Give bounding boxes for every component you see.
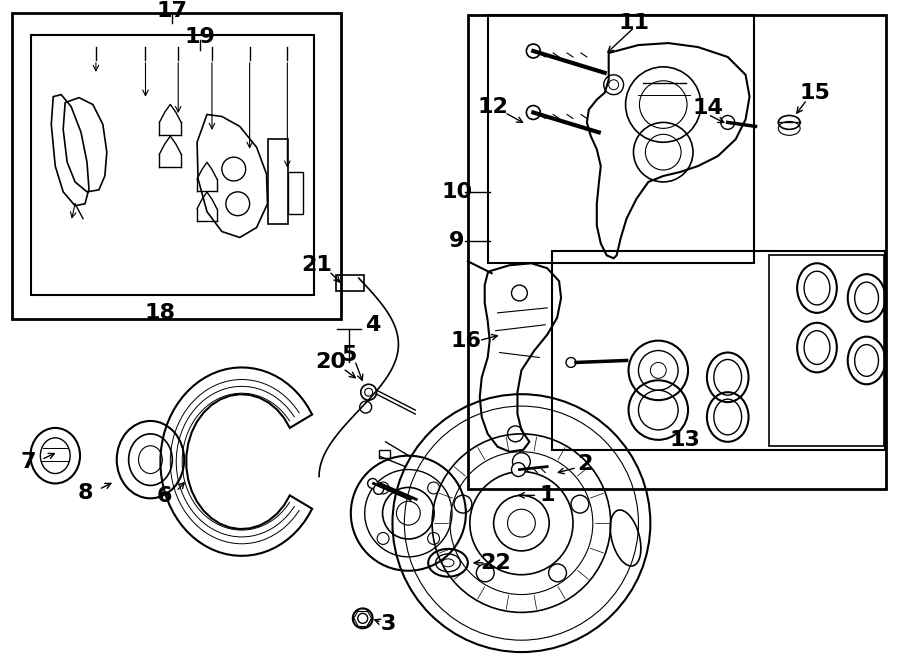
Text: 13: 13	[670, 430, 700, 450]
Text: 5: 5	[341, 344, 356, 364]
Circle shape	[511, 463, 526, 477]
Circle shape	[374, 485, 383, 494]
Bar	[379, 449, 391, 457]
Bar	[336, 275, 364, 291]
Text: 18: 18	[145, 303, 176, 323]
Text: 15: 15	[799, 83, 831, 102]
Bar	[12, 13, 341, 319]
Bar	[288, 172, 303, 214]
Text: 12: 12	[477, 97, 508, 116]
Circle shape	[526, 44, 540, 58]
Text: 10: 10	[441, 182, 472, 202]
Text: 14: 14	[692, 98, 724, 118]
Text: 16: 16	[450, 330, 482, 350]
Circle shape	[566, 358, 576, 368]
Bar	[488, 15, 753, 263]
Text: 11: 11	[619, 13, 650, 33]
Text: 21: 21	[302, 255, 332, 275]
Text: 3: 3	[381, 614, 396, 635]
Text: 22: 22	[481, 553, 511, 573]
Text: 17: 17	[157, 1, 188, 21]
Circle shape	[721, 116, 734, 130]
Circle shape	[368, 479, 378, 488]
Text: 4: 4	[364, 315, 381, 334]
Circle shape	[526, 106, 540, 120]
Bar	[553, 251, 886, 449]
Bar	[770, 255, 885, 446]
Text: 8: 8	[77, 483, 93, 504]
Text: 7: 7	[21, 451, 36, 472]
Text: 6: 6	[157, 486, 172, 506]
Bar	[32, 35, 314, 295]
Text: 9: 9	[449, 231, 464, 251]
Text: 1: 1	[539, 485, 555, 506]
Bar	[268, 139, 288, 223]
Text: 2: 2	[577, 453, 592, 474]
Bar	[468, 15, 886, 489]
Text: 20: 20	[316, 352, 346, 372]
Text: 19: 19	[184, 27, 215, 47]
